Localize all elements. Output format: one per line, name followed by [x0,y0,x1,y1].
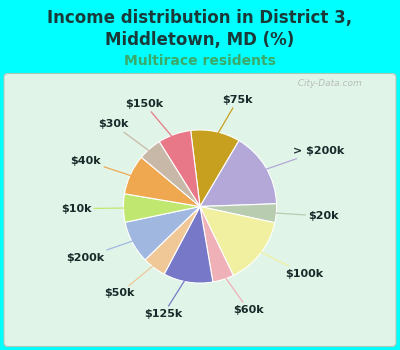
Wedge shape [200,141,276,206]
FancyBboxPatch shape [4,74,396,346]
Wedge shape [164,206,213,283]
Wedge shape [191,130,239,206]
Text: $40k: $40k [71,156,136,177]
Text: $50k: $50k [104,262,158,299]
Wedge shape [124,194,200,222]
Wedge shape [200,206,233,282]
Text: $30k: $30k [98,119,154,154]
Text: > $200k: > $200k [260,146,345,171]
Wedge shape [159,131,200,206]
Text: Multirace residents: Multirace residents [124,54,276,68]
Text: $75k: $75k [215,95,253,138]
Text: $150k: $150k [126,99,176,141]
Text: $10k: $10k [61,204,130,214]
Text: City-Data.com: City-Data.com [292,79,362,88]
Text: $100k: $100k [256,250,324,279]
Wedge shape [200,206,275,275]
Text: $125k: $125k [144,275,188,319]
Wedge shape [125,206,200,260]
Wedge shape [145,206,200,274]
Text: $60k: $60k [222,273,264,315]
Text: $20k: $20k [270,211,339,221]
Wedge shape [124,157,200,206]
Wedge shape [200,204,276,223]
Wedge shape [141,142,200,206]
Text: Income distribution in District 3,
Middletown, MD (%): Income distribution in District 3, Middl… [48,9,352,49]
Text: $200k: $200k [66,239,138,262]
